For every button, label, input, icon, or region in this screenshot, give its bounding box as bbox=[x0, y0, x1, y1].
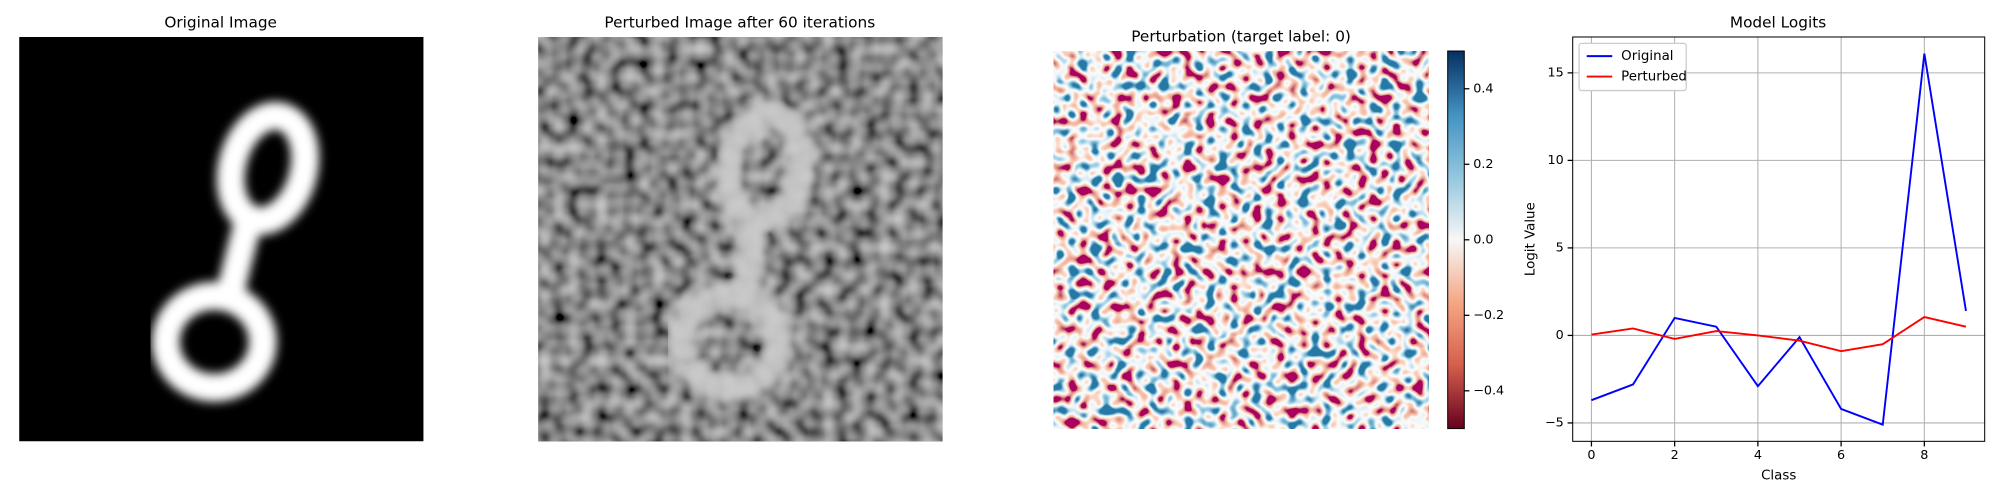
legend-label: Perturbed bbox=[1621, 70, 1687, 85]
colorbar-tick-label: −0.4 bbox=[1473, 383, 1504, 398]
panel-title: Original Image bbox=[164, 13, 277, 31]
colorbar-ticks: −0.4 −0.2 0.0 0.2 0.4 bbox=[1464, 81, 1504, 398]
y-tick-label: 10 bbox=[1548, 153, 1564, 168]
original-image bbox=[19, 36, 424, 442]
colorbar-tick-label: 0.4 bbox=[1473, 81, 1493, 96]
plot-frame bbox=[1572, 36, 1986, 442]
x-tick-label: 6 bbox=[1837, 448, 1845, 463]
x-axis-label: Class bbox=[1761, 469, 1796, 484]
line-chart: 0 2 4 6 8 −5 0 5 10 15 Original Perturbed Class Logit… bbox=[1524, 36, 1986, 484]
colorbar-tick-label: 0.0 bbox=[1473, 232, 1493, 247]
legend-label: Original bbox=[1621, 49, 1673, 64]
colorbar-tick-label: −0.2 bbox=[1473, 308, 1504, 323]
series-line bbox=[1591, 53, 1967, 427]
panel-title: Model Logits bbox=[1730, 13, 1826, 31]
y-tick-label: 5 bbox=[1556, 240, 1564, 255]
series-line bbox=[1591, 316, 1967, 353]
x-tick-label: 8 bbox=[1920, 448, 1928, 463]
colorbar bbox=[1447, 50, 1465, 430]
x-tick-label: 4 bbox=[1754, 448, 1762, 463]
y-axis-label: Logit Value bbox=[1524, 202, 1539, 276]
panel-title: Perturbed Image after 60 iterations bbox=[604, 13, 875, 31]
perturbed-image bbox=[538, 36, 943, 442]
panel-title: Perturbation (target label: 0) bbox=[1131, 27, 1351, 45]
y-tick-label: 0 bbox=[1556, 328, 1564, 343]
perturbation-heatmap bbox=[1053, 51, 1429, 429]
y-tick-label: 15 bbox=[1548, 65, 1564, 80]
colorbar-tick-label: 0.2 bbox=[1473, 157, 1493, 172]
x-tick-label: 2 bbox=[1671, 448, 1679, 463]
x-tick-label: 0 bbox=[1587, 448, 1595, 463]
y-tick-label: −5 bbox=[1545, 415, 1564, 430]
